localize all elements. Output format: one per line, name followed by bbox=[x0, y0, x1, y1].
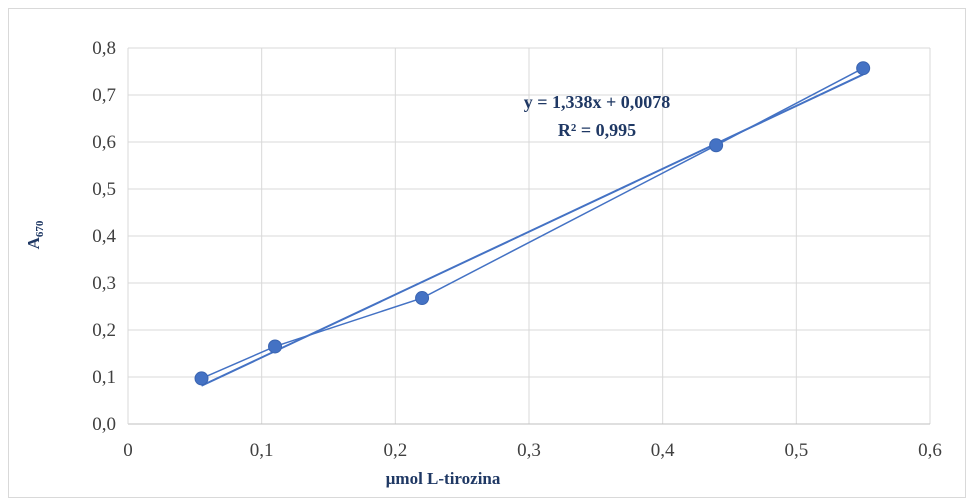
r-squared-label: R² = 0,995 bbox=[558, 120, 636, 140]
series-layer bbox=[194, 61, 871, 386]
y-tick-label: 0,6 bbox=[92, 132, 116, 153]
x-tick-label: 0,5 bbox=[784, 440, 808, 461]
y-axis-title-main: A bbox=[24, 236, 43, 249]
grid bbox=[128, 47, 931, 424]
y-axis-title: A670 bbox=[24, 220, 46, 249]
data-point bbox=[415, 291, 430, 306]
x-axis-title: µmol L-tirozina bbox=[386, 469, 501, 488]
x-tick-label: 0,4 bbox=[651, 440, 675, 461]
axes bbox=[127, 48, 930, 425]
data-point bbox=[194, 371, 209, 386]
x-tick-label: 0,3 bbox=[517, 440, 541, 461]
y-tick-label: 0,4 bbox=[92, 226, 116, 247]
x-tick-label: 0,1 bbox=[250, 440, 274, 461]
x-tick-label: 0,6 bbox=[918, 440, 942, 461]
y-tick-label: 0,1 bbox=[92, 367, 116, 388]
trendline bbox=[201, 73, 864, 387]
y-tick-label: 0,5 bbox=[92, 179, 116, 200]
y-tick-label: 0,8 bbox=[92, 38, 116, 59]
x-tick-label: 0,2 bbox=[383, 440, 407, 461]
data-point bbox=[268, 339, 283, 354]
chart-frame: 0,0 0,1 0,2 0,3 0,4 0,5 0,6 0,7 0,8 0 0,1 0,2 0,3 0,4… bbox=[8, 8, 966, 498]
series-line bbox=[201, 67, 864, 380]
trendline-layer bbox=[201, 73, 864, 387]
y-tick-label: 0,0 bbox=[92, 414, 116, 435]
y-tick-label: 0,7 bbox=[92, 85, 116, 106]
trendline-equation: y = 1,338x + 0,0078 bbox=[524, 92, 671, 112]
calibration-chart: 0,0 0,1 0,2 0,3 0,4 0,5 0,6 0,7 0,8 0 0,1 0,2 0,3 0,4… bbox=[24, 38, 942, 488]
tick-labels: 0,0 0,1 0,2 0,3 0,4 0,5 0,6 0,7 0,8 0 0,1 0,2 0,3 0,4… bbox=[92, 38, 942, 461]
data-point bbox=[856, 61, 871, 76]
x-tick-label: 0 bbox=[123, 440, 133, 461]
y-tick-label: 0,2 bbox=[92, 320, 116, 341]
y-tick-label: 0,3 bbox=[92, 273, 116, 294]
y-axis-title-sub: 670 bbox=[34, 220, 46, 237]
data-point bbox=[709, 138, 724, 153]
